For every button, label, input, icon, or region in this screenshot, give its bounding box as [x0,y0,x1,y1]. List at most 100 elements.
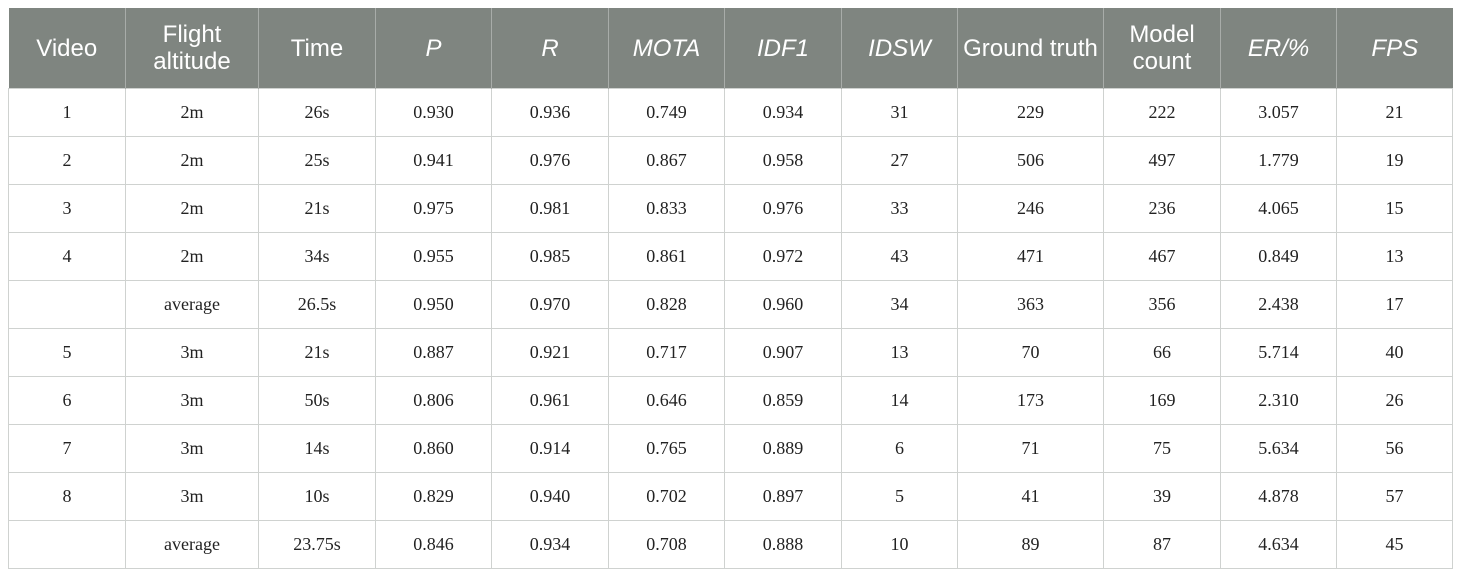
header-row: Video Flight altitude Time P R MOTA IDF1… [8,8,1453,89]
cell-time: 50s [258,376,376,425]
cell-video: 2 [8,136,126,185]
cell-mota: 0.702 [608,472,725,521]
cell-error-rate: 0.849 [1220,232,1337,281]
cell-idsw: 13 [841,328,958,377]
cell-error-rate: 4.634 [1220,520,1337,569]
cell-precision: 0.955 [375,232,492,281]
cell-idf1: 0.976 [724,184,842,233]
cell-model-count: 236 [1103,184,1221,233]
cell-error-rate: 5.634 [1220,424,1337,473]
table-row: 5 3m 21s 0.887 0.921 0.717 0.907 13 70 66 5.714 40 [8,328,1453,377]
header-error-rate: ER/% [1220,8,1337,89]
cell-recall: 0.981 [491,184,609,233]
cell-error-rate: 2.438 [1220,280,1337,329]
cell-recall: 0.961 [491,376,609,425]
cell-idsw: 6 [841,424,958,473]
cell-ground-truth: 471 [957,232,1104,281]
cell-model-count: 169 [1103,376,1221,425]
cell-recall: 0.985 [491,232,609,281]
cell-precision: 0.975 [375,184,492,233]
table-row: 8 3m 10s 0.829 0.940 0.702 0.897 5 41 39 4.878 57 [8,472,1453,521]
cell-precision: 0.887 [375,328,492,377]
cell-ground-truth: 246 [957,184,1104,233]
cell-mota: 0.861 [608,232,725,281]
table-row: 1 2m 26s 0.930 0.936 0.749 0.934 31 229 222 3.057 2… [8,88,1453,137]
cell-fps: 13 [1336,232,1453,281]
cell-ground-truth: 89 [957,520,1104,569]
cell-model-count: 87 [1103,520,1221,569]
cell-flight-altitude: average [125,280,259,329]
cell-time: 14s [258,424,376,473]
cell-time: 34s [258,232,376,281]
cell-fps: 40 [1336,328,1453,377]
cell-idf1: 0.907 [724,328,842,377]
cell-ground-truth: 41 [957,472,1104,521]
cell-precision: 0.950 [375,280,492,329]
header-precision: P [375,8,492,89]
cell-fps: 57 [1336,472,1453,521]
cell-video: 8 [8,472,126,521]
cell-video: 7 [8,424,126,473]
cell-mota: 0.867 [608,136,725,185]
cell-time: 26.5s [258,280,376,329]
cell-flight-altitude: 3m [125,328,259,377]
cell-precision: 0.941 [375,136,492,185]
cell-time: 26s [258,88,376,137]
cell-time: 21s [258,184,376,233]
header-idsw: IDSW [841,8,958,89]
cell-time: 10s [258,472,376,521]
header-ground-truth: Ground truth [957,8,1104,89]
cell-precision: 0.930 [375,88,492,137]
header-idf1: IDF1 [724,8,842,89]
cell-video: 6 [8,376,126,425]
cell-flight-altitude: average [125,520,259,569]
cell-precision: 0.829 [375,472,492,521]
cell-ground-truth: 173 [957,376,1104,425]
cell-recall: 0.936 [491,88,609,137]
table-row: 3 2m 21s 0.975 0.981 0.833 0.976 33 246 236 4.065 1… [8,184,1453,233]
cell-flight-altitude: 3m [125,424,259,473]
cell-fps: 19 [1336,136,1453,185]
table-row: 6 3m 50s 0.806 0.961 0.646 0.859 14 173 169 2.310 2… [8,376,1453,425]
cell-video [8,520,126,569]
cell-video: 1 [8,88,126,137]
cell-mota: 0.717 [608,328,725,377]
cell-idf1: 0.859 [724,376,842,425]
table-row-average: average 26.5s 0.950 0.970 0.828 0.960 34 363 356… [8,280,1453,329]
cell-model-count: 39 [1103,472,1221,521]
cell-recall: 0.970 [491,280,609,329]
results-table: Video Flight altitude Time P R MOTA IDF1… [8,8,1453,569]
cell-idf1: 0.934 [724,88,842,137]
cell-model-count: 66 [1103,328,1221,377]
cell-recall: 0.940 [491,472,609,521]
cell-recall: 0.934 [491,520,609,569]
cell-idsw: 5 [841,472,958,521]
cell-video: 3 [8,184,126,233]
cell-precision: 0.846 [375,520,492,569]
cell-idsw: 10 [841,520,958,569]
table-body: 1 2m 26s 0.930 0.936 0.749 0.934 31 229 222 3.057 2… [8,88,1453,569]
cell-idf1: 0.888 [724,520,842,569]
cell-error-rate: 2.310 [1220,376,1337,425]
cell-fps: 56 [1336,424,1453,473]
cell-idsw: 33 [841,184,958,233]
cell-mota: 0.765 [608,424,725,473]
table-row: 7 3m 14s 0.860 0.914 0.765 0.889 6 71 75 5.634 56 [8,424,1453,473]
cell-idf1: 0.958 [724,136,842,185]
cell-idsw: 43 [841,232,958,281]
cell-mota: 0.828 [608,280,725,329]
cell-model-count: 497 [1103,136,1221,185]
cell-recall: 0.914 [491,424,609,473]
cell-fps: 21 [1336,88,1453,137]
cell-idf1: 0.897 [724,472,842,521]
table-header: Video Flight altitude Time P R MOTA IDF1… [8,8,1453,89]
header-mota: MOTA [608,8,725,89]
cell-time: 25s [258,136,376,185]
table-row-average: average 23.75s 0.846 0.934 0.708 0.888 10 89 87 4… [8,520,1453,569]
header-flight-altitude: Flight altitude [125,8,259,89]
cell-model-count: 356 [1103,280,1221,329]
cell-error-rate: 1.779 [1220,136,1337,185]
cell-ground-truth: 363 [957,280,1104,329]
header-fps: FPS [1336,8,1453,89]
cell-fps: 15 [1336,184,1453,233]
